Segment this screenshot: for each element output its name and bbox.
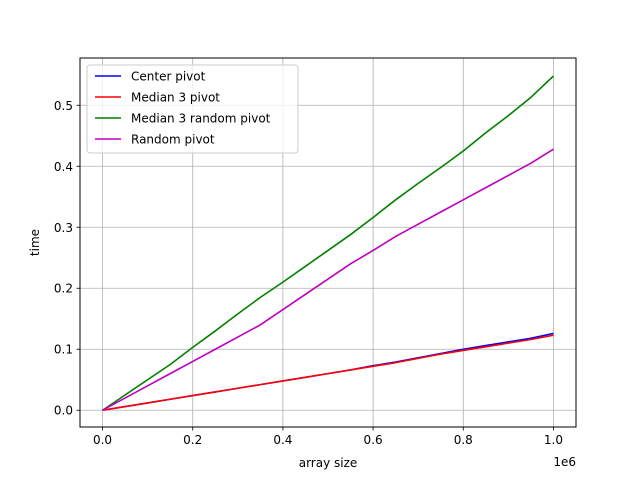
- x-tick-label: 0.6: [364, 433, 383, 447]
- y-tick-label: 0.5: [54, 99, 73, 113]
- y-tick-label: 0.0: [54, 404, 73, 418]
- series-line-median-3-random-pivot: [102, 75, 555, 411]
- x-tick-label: 0.2: [183, 433, 202, 447]
- legend-label-median-3-random-pivot: Median 3 random pivot: [131, 112, 271, 126]
- y-tick-label: 0.4: [54, 160, 73, 174]
- legend: Center pivot Median 3 pivot Median 3 rando…: [86, 64, 299, 154]
- x-tick-label: 0.0: [93, 433, 112, 447]
- legend-label-median-3-pivot: Median 3 pivot: [131, 91, 220, 105]
- y-tick-label: 0.1: [54, 343, 73, 357]
- series-line-median-3-pivot: [102, 334, 554, 412]
- y-axis-label: time: [28, 229, 42, 256]
- plot-frame: [79, 57, 577, 428]
- x-tick-label: 1.0: [544, 433, 563, 447]
- x-axis-offset-label: 1e6: [553, 455, 576, 469]
- legend-box: [86, 64, 299, 154]
- series-line-random-pivot: [102, 148, 554, 411]
- series-lines: [102, 75, 555, 412]
- x-axis-label: array size: [299, 456, 358, 470]
- x-tick-label: 0.4: [273, 433, 292, 447]
- axis-ticks: 0.0 0.2 0.4 0.6 0.8 1.0 0.0 0.1 0.2 0.3 0.4 0.5: [54, 99, 563, 447]
- x-tick-label: 0.8: [454, 433, 473, 447]
- legend-label-center-pivot: Center pivot: [131, 70, 206, 84]
- y-tick-label: 0.3: [54, 221, 73, 235]
- legend-label-random-pivot: Random pivot: [131, 133, 215, 147]
- y-tick-label: 0.2: [54, 282, 73, 296]
